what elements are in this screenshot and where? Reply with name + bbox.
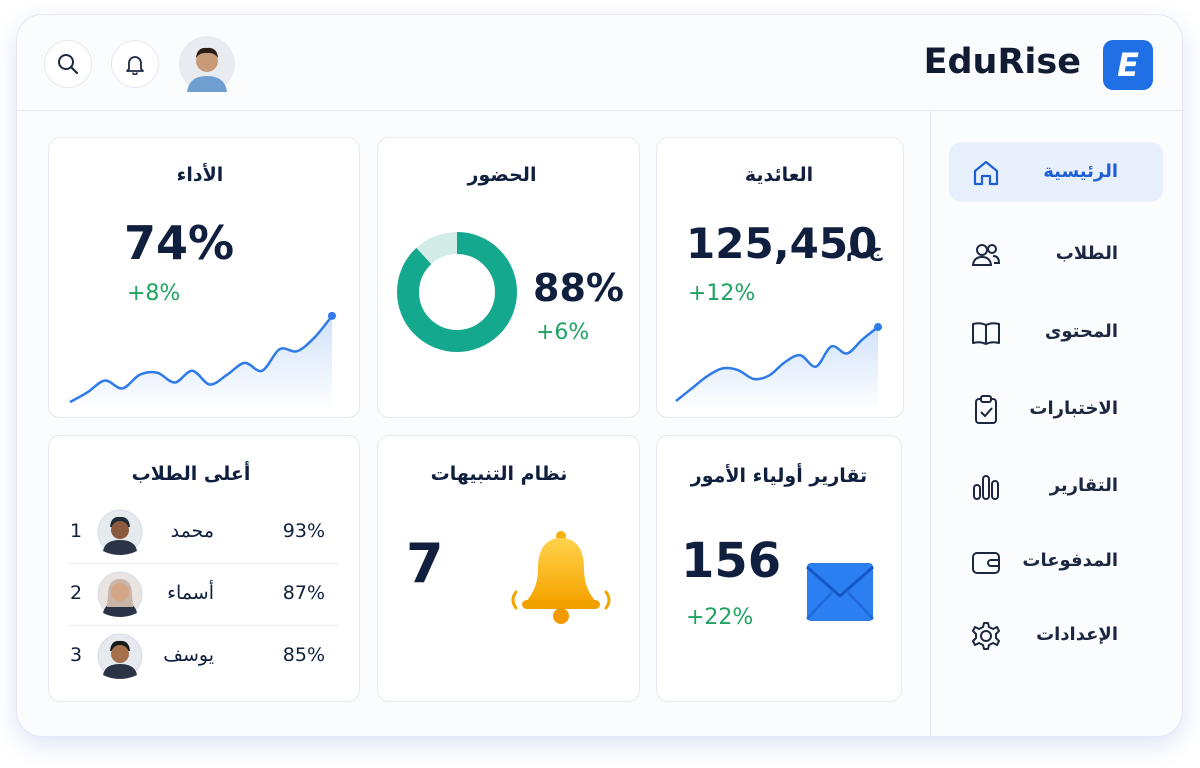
card-title: العائدية — [744, 164, 814, 186]
brand-name: EduRise — [923, 42, 1081, 82]
card-title: أعلى الطلاب — [131, 463, 251, 485]
sparkline-line — [69, 315, 333, 404]
kpi-value: 74% — [124, 216, 235, 270]
student-name: أسماء — [167, 582, 214, 604]
card-title: تقارير أولياء الأمور — [690, 465, 868, 487]
search-button[interactable] — [44, 40, 92, 88]
sparkline-line — [675, 326, 879, 402]
donut-chart — [397, 232, 517, 352]
kpi-change: +22% — [686, 605, 754, 630]
bell-icon — [126, 56, 144, 75]
student-avatar — [97, 571, 143, 617]
sparkline — [675, 323, 882, 412]
sparkline-end-dot — [328, 311, 336, 320]
nav-icon[interactable] — [969, 470, 1003, 504]
nav-icon[interactable] — [969, 619, 1003, 653]
card-title: نظام التنبيهات — [430, 463, 568, 485]
nav-icon[interactable] — [969, 238, 1003, 272]
row-divider — [68, 563, 338, 564]
report-count: 156 — [681, 533, 782, 589]
bell-illustration — [511, 531, 611, 624]
search-icon — [58, 54, 79, 75]
student-rank: 2 — [70, 582, 83, 604]
student-avatar — [97, 509, 143, 555]
student-avatar — [97, 633, 143, 679]
student-score: 85% — [282, 644, 325, 666]
alert-count: 7 — [406, 532, 444, 595]
header-divider — [17, 110, 1182, 111]
nav-label[interactable]: المدفوعات — [1022, 550, 1118, 571]
student-name: محمد — [170, 520, 214, 542]
nav-icon[interactable] — [969, 545, 1003, 579]
sparkline-area — [70, 315, 332, 412]
user-avatar[interactable] — [179, 36, 235, 92]
envelope-illustration — [806, 563, 874, 621]
alerts-card — [377, 435, 640, 702]
student-rank: 3 — [70, 644, 83, 666]
nav-active-bg — [949, 142, 1163, 202]
donut-arc — [397, 232, 517, 352]
student-score: 93% — [282, 520, 325, 542]
student-rank: 1 — [70, 520, 83, 542]
kpi-value: 88% — [533, 266, 624, 310]
nav-label[interactable]: الإعدادات — [1036, 624, 1118, 645]
kpi-change: +8% — [127, 281, 181, 306]
student-name: يوسف — [163, 644, 214, 666]
kpi-change: +12% — [688, 281, 756, 306]
nav-label[interactable]: الرئيسية — [1043, 161, 1118, 182]
nav-label[interactable]: المحتوى — [1044, 321, 1118, 342]
nav-icon[interactable] — [969, 393, 1003, 427]
sidebar-divider — [930, 111, 931, 736]
nav-label[interactable]: الطلاب — [1055, 243, 1118, 264]
sparkline — [69, 311, 336, 412]
nav-icon[interactable] — [969, 156, 1003, 190]
kpi-value: 125,450 — [686, 219, 878, 268]
nav-label[interactable]: الاختبارات — [1029, 398, 1118, 419]
currency: ج.م — [846, 237, 883, 261]
notifications-button[interactable] — [111, 40, 159, 88]
student-score: 87% — [282, 582, 325, 604]
card-title: الحضور — [467, 164, 537, 186]
brand-logo: E — [1103, 40, 1153, 90]
card-title: الأداء — [176, 164, 224, 186]
kpi-change: +6% — [536, 320, 590, 345]
row-divider — [68, 625, 338, 626]
nav-label[interactable]: التقارير — [1049, 475, 1118, 496]
sparkline-end-dot — [874, 323, 882, 332]
nav-icon[interactable] — [969, 316, 1003, 350]
